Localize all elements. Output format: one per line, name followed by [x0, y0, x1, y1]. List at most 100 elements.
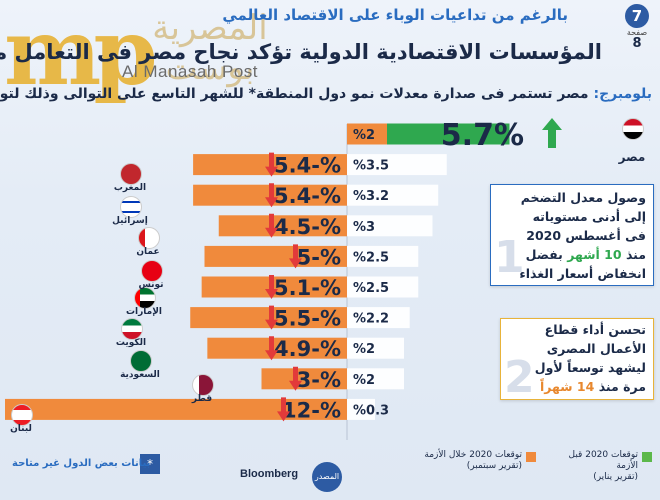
legend-during: توقعات 2020 خلال الأزمة (تقرير سبتمبر)	[412, 450, 522, 472]
arrow-down-icon	[289, 366, 302, 391]
bar-during-4	[204, 245, 347, 267]
oman-flag-icon	[138, 227, 160, 249]
country-label-israel: إسرائيل	[112, 216, 148, 226]
brand-logo-arabic: المصرية بوست	[152, 8, 268, 88]
note1-line2: إلى أدنى مستوياته	[532, 209, 646, 224]
legend-during-label: توقعات 2020 خلال الأزمة	[424, 450, 522, 460]
morocco-flag-icon	[120, 163, 142, 185]
note2-line2: الأعمال المصرى	[546, 341, 646, 356]
bar-pre-2	[347, 184, 439, 206]
bar-pre-ext-0	[387, 123, 510, 145]
bar-pre-1	[347, 154, 447, 176]
note-index-1: 1	[494, 232, 525, 283]
country-label-qatar: قطر	[191, 394, 213, 404]
bar-pre-0	[347, 123, 387, 145]
label-pre-7: %2	[353, 342, 375, 357]
inflation-note-box	[490, 184, 654, 286]
bar-during-7	[207, 337, 347, 359]
kuwait-flag-icon	[121, 318, 143, 340]
label-pre-6: %2.2	[353, 312, 389, 327]
bar-during-3	[218, 215, 347, 237]
label-during-9: 12-%	[282, 398, 341, 422]
bar-pre-7	[347, 337, 404, 359]
arrow-down-icon	[265, 305, 278, 330]
label-pre-5: %2.5	[353, 281, 389, 296]
country-label-oman: عمان	[136, 247, 160, 257]
note1-line4-word: أشهر	[567, 247, 600, 262]
label-during-2: 5.4-%	[274, 184, 341, 208]
label-pre-3: %3	[353, 220, 375, 235]
legend-swatch-before	[642, 452, 652, 462]
note2-line4-word: شهراً	[539, 379, 573, 394]
source-label: Bloomberg	[240, 468, 299, 480]
label-pre-2: %3.2	[353, 189, 389, 204]
note1-line4-post: بفضل	[525, 247, 563, 262]
arrow-up-icon	[542, 118, 562, 148]
legend-during-sub: (تقرير سبتمبر)	[466, 461, 522, 471]
subtitle-source: بلومبرج:	[593, 86, 652, 102]
arrow-down-icon	[265, 152, 278, 177]
label-pre-0: %2	[353, 128, 375, 143]
label-pre-9: %0.3	[353, 403, 389, 418]
note1-line1: وصول معدل التضخم	[520, 190, 646, 205]
israel-flag-icon	[120, 196, 142, 218]
label-during-0: 5.7%	[441, 118, 524, 153]
legend-swatch-during	[526, 452, 536, 462]
note1-line4-pre: منذ	[625, 247, 646, 262]
label-during-7: 4.9-%	[274, 337, 341, 361]
arrow-down-icon	[265, 183, 278, 208]
legend-before-label: توقعات 2020 قبل الأزمة	[568, 450, 638, 471]
label-during-5: 5.1-%	[274, 276, 341, 300]
note1-line3: فى أغسطس 2020	[526, 228, 646, 243]
badge-number: 7	[625, 4, 649, 28]
note2-line4-num: 14	[576, 379, 595, 394]
bar-pre-6	[347, 307, 410, 329]
country-label-morocco: المغرب	[113, 183, 147, 193]
note1-line5: انخفاض أسعار الغذاء	[519, 266, 646, 281]
label-during-8: 3-%	[297, 368, 341, 392]
badge-label: صفحة	[626, 28, 648, 37]
bar-during-6	[190, 307, 347, 329]
lebanon-flag-icon	[11, 404, 33, 426]
bar-pre-4	[347, 245, 419, 267]
footnote-unavailable: بيانات بعض الدول غير متاحة	[12, 458, 151, 469]
note2-line4-pre: مرة منذ	[598, 379, 646, 394]
arrow-down-icon	[289, 244, 302, 269]
legend-before-sub: (تقرير يناير)	[593, 472, 638, 482]
page-badge: 7 صفحة 8	[622, 4, 652, 74]
note-index-2: 2	[504, 352, 535, 403]
country-label-egypt: مصر	[618, 150, 646, 164]
bar-pre-9	[347, 398, 375, 420]
arrow-down-icon	[277, 397, 290, 422]
country-label-lebanon: لبنان	[10, 424, 32, 434]
badge-page: 8	[632, 36, 642, 51]
label-during-1: 5.4-%	[274, 154, 341, 178]
bar-pre-5	[347, 276, 419, 298]
arrow-down-icon	[265, 275, 278, 299]
page-title: المؤسسات الاقتصادية الدولية تؤكد نجاح مص…	[0, 40, 602, 64]
egypt-flag-icon	[622, 118, 644, 140]
note1-line4-num: 10	[604, 247, 622, 262]
bar-during-9	[5, 398, 347, 420]
bar-pre-8	[347, 368, 404, 390]
tunisia-flag-icon	[141, 260, 163, 282]
note1-line4: منذ 10 أشهر بفضل	[496, 245, 646, 264]
brand-logo-english: Al Manasah Post	[122, 62, 259, 81]
inflation-note-text: وصول معدل التضخم إلى أدنى مستوياته فى أغ…	[496, 188, 646, 283]
label-during-6: 5.5-%	[274, 307, 341, 331]
label-pre-1: %3.5	[353, 159, 389, 174]
label-pre-4: %2.5	[353, 250, 389, 265]
bar-during-8	[261, 368, 347, 390]
note2-line4: مرة منذ 14 شهراً	[506, 377, 646, 396]
footnote-star-icon: *	[140, 454, 160, 474]
note2-line1: تحسن أداء قطاع	[544, 322, 646, 337]
pre-title: بالرغم من تداعيات الوباء على الاقتصاد ال…	[222, 6, 568, 24]
business-note-text: تحسن أداء قطاع الأعمال المصرى ليشهد توسع…	[506, 320, 646, 396]
qatar-flag-icon	[192, 374, 214, 396]
country-label-kuwait: الكويت	[115, 338, 147, 348]
arrow-down-icon	[265, 336, 278, 361]
label-during-4: 5-%	[297, 245, 341, 269]
bar-pre-3	[347, 215, 433, 237]
